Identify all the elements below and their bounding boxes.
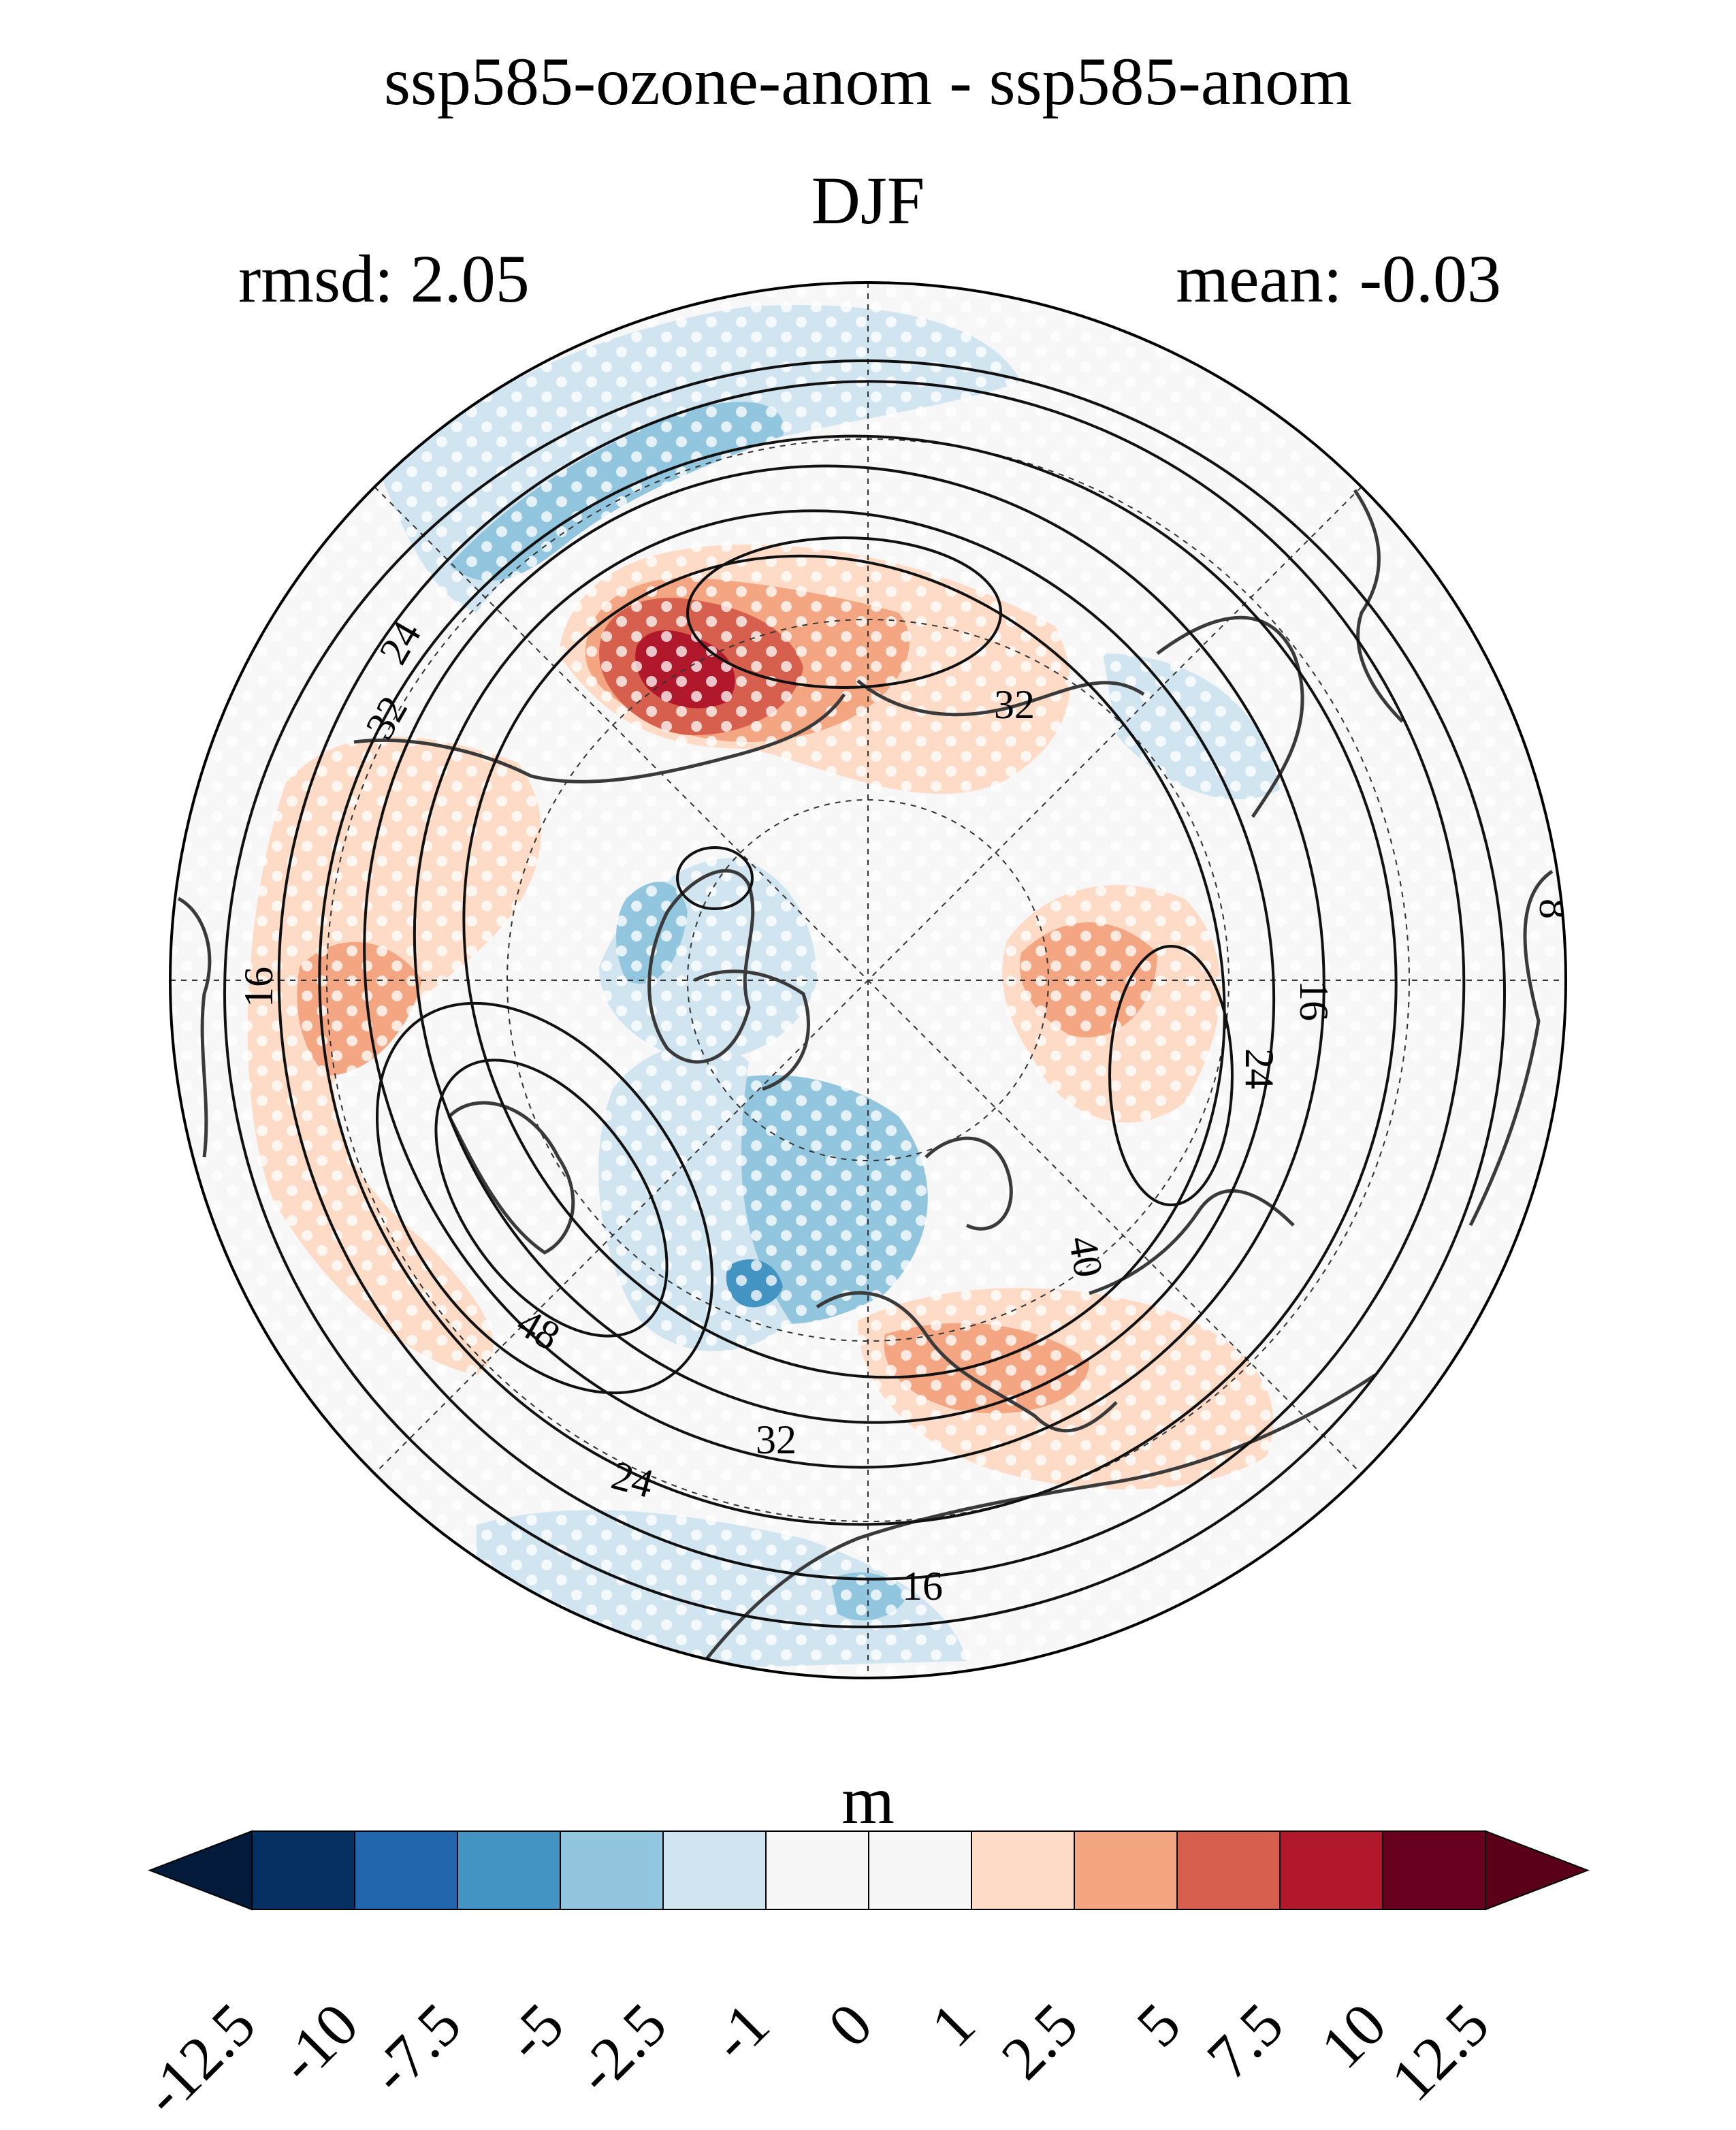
colorbar-segment [1074,1830,1178,1910]
colorbar-segment [354,1830,458,1910]
contour-lines [223,359,1506,1628]
colorbar-segment [1176,1830,1281,1910]
colorbar-tick-label: 12.5 [1379,1990,1502,2114]
colorbar-segment [457,1830,561,1910]
contour-label: 16 [1291,980,1336,1021]
colorbar-segment [868,1830,972,1910]
colorbar-tick-label: -2.5 [563,1990,679,2107]
season-label: DJF [811,163,925,238]
colorbar-tick-label: -7.5 [357,1990,474,2107]
mean-label: mean: -0.03 [1176,241,1501,317]
colorbar-tick-label: 2.5 [989,1990,1091,2093]
colorbar-over-triangle [1485,1830,1590,1911]
graticule [170,283,1566,1678]
colorbar-tick-label: -12.5 [131,1990,269,2129]
colorbar-tick-label: -5 [493,1990,577,2074]
contour-label: 24 [1237,1048,1282,1089]
figure-title: ssp585-ozone-anom - ssp585-anom [384,44,1352,119]
colorbar-segment [765,1830,869,1910]
contour-label: 8 [1531,899,1576,919]
colorbar-unit: m [841,1762,895,1838]
colorbar-tick-label: 0 [816,1990,885,2060]
polar-map: 24 32 32 16 8 16 24 40 48 32 24 16 [169,281,1576,1679]
colorbar-under-triangle [148,1830,253,1911]
colorbar-tick-label: -10 [266,1990,371,2096]
colorbar-segment [1279,1830,1383,1910]
colorbar-tick-label: 1 [918,1990,988,2060]
colorbar-tick-label: -1 [698,1990,782,2074]
map-border [169,281,1567,1679]
contour-label: 32 [994,682,1035,727]
rmsd-label: rmsd: 2.05 [238,241,530,317]
colorbar-segment [1382,1830,1486,1910]
colorbar-segment [251,1830,355,1910]
contour-label: 16 [902,1564,943,1609]
contour-label: 32 [756,1417,797,1462]
contour-label: 40 [1060,1233,1111,1281]
colorbar-tick-label: 5 [1124,1990,1193,2060]
contour-label: 16 [236,967,281,1007]
colorbar-tick-label: 7.5 [1195,1990,1297,2093]
colorbar-segment [971,1830,1075,1910]
colorbar-segment [560,1830,664,1910]
colorbar-segment [662,1830,767,1910]
